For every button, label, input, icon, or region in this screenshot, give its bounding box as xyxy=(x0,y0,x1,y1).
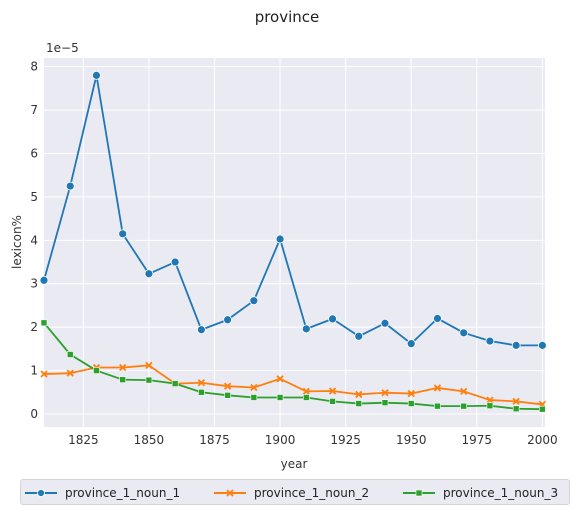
data-point xyxy=(407,389,415,398)
y-tick-label: 5 xyxy=(30,190,38,204)
y-tick-label: 4 xyxy=(30,233,38,247)
data-point xyxy=(275,234,285,244)
x-tick-label: 1975 xyxy=(462,433,493,447)
data-point xyxy=(329,398,336,405)
data-point xyxy=(65,181,75,191)
legend-label: province_1_noun_3 xyxy=(443,486,559,500)
data-point xyxy=(302,387,310,396)
plot-area xyxy=(44,58,545,427)
series-line xyxy=(43,364,543,406)
data-point xyxy=(354,331,364,341)
data-point xyxy=(460,387,468,396)
data-point xyxy=(511,340,521,350)
x-tick-label: 1950 xyxy=(396,433,427,447)
data-point xyxy=(485,336,495,346)
x-tick-label: 2000 xyxy=(527,433,558,447)
y-tick-label: 8 xyxy=(30,60,38,74)
data-point xyxy=(407,400,415,407)
data-point xyxy=(93,367,100,374)
chart-title: province xyxy=(255,8,320,26)
data-point xyxy=(249,296,259,306)
data-point xyxy=(119,363,127,372)
data-point xyxy=(171,380,179,387)
legend-swatch-x-icon xyxy=(214,489,246,497)
y-tick-label: 7 xyxy=(30,103,38,117)
x-tick-label: 1900 xyxy=(265,433,296,447)
y-tick-label: 0 xyxy=(30,407,38,421)
x-tick-label: 1825 xyxy=(68,433,99,447)
data-point xyxy=(66,351,74,358)
data-point xyxy=(355,400,363,407)
data-point xyxy=(380,318,390,328)
data-point xyxy=(250,383,258,392)
legend-label: province_1_noun_1 xyxy=(65,486,181,500)
x-tick-label: 1850 xyxy=(134,433,165,447)
data-point xyxy=(196,325,206,335)
data-point xyxy=(198,388,205,396)
data-point xyxy=(144,269,154,279)
legend-label: province_1_noun_2 xyxy=(254,486,370,500)
data-point xyxy=(223,315,233,325)
data-point xyxy=(486,396,494,404)
data-point xyxy=(406,339,416,349)
data-point xyxy=(276,375,284,383)
x-axis-ticks: 1825 1850 1875 1900 1925 1950 1975 2000 xyxy=(68,433,558,447)
data-point xyxy=(40,370,48,378)
data-point xyxy=(197,379,206,387)
data-point xyxy=(170,257,180,267)
series-layer xyxy=(39,70,547,413)
y-tick-label: 1 xyxy=(30,364,38,378)
series-line xyxy=(43,322,543,411)
series-1 xyxy=(39,70,547,350)
data-point xyxy=(66,369,74,377)
y-tick-label: 2 xyxy=(30,320,38,334)
y-axis-label: lexicon% xyxy=(10,215,24,269)
data-point xyxy=(381,399,389,406)
data-point xyxy=(459,328,469,338)
data-point xyxy=(250,394,258,401)
series-3 xyxy=(40,319,546,413)
data-point xyxy=(92,70,101,80)
x-axis-label: year xyxy=(281,457,308,471)
legend-swatch-square-icon xyxy=(403,489,435,497)
data-point xyxy=(118,229,128,239)
data-point xyxy=(223,382,232,390)
legend-item-series-2: province_1_noun_2 xyxy=(214,480,369,506)
data-point xyxy=(328,314,337,324)
data-point xyxy=(39,275,49,285)
y-axis-ticks: 0 1 2 3 4 5 6 7 8 xyxy=(30,60,38,421)
x-tick-label: 1925 xyxy=(330,433,361,447)
data-point xyxy=(328,387,337,395)
y-tick-label: 3 xyxy=(30,277,38,291)
data-point xyxy=(512,397,520,406)
legend-item-series-3: province_1_noun_3 xyxy=(403,480,558,506)
data-point xyxy=(276,394,284,401)
data-point xyxy=(145,376,153,384)
data-point xyxy=(434,402,441,410)
data-point xyxy=(486,402,494,410)
data-point xyxy=(512,405,520,413)
data-point xyxy=(145,361,153,369)
data-point xyxy=(355,390,363,399)
legend-item-series-1: province_1_noun_1 xyxy=(25,480,180,506)
data-point xyxy=(433,384,442,392)
legend: province_1_noun_1 province_1_noun_2 prov… xyxy=(20,479,570,505)
legend-swatch-circle-icon xyxy=(25,489,57,497)
data-point xyxy=(433,314,442,323)
data-point xyxy=(303,394,310,401)
data-point xyxy=(224,392,231,399)
data-point xyxy=(40,319,48,327)
y-tick-label: 6 xyxy=(30,147,38,161)
data-point xyxy=(539,405,546,413)
data-point xyxy=(119,376,126,383)
series-line xyxy=(43,74,543,347)
x-tick-label: 1875 xyxy=(199,433,230,447)
data-point xyxy=(301,324,311,334)
data-point xyxy=(460,402,467,410)
y-offset-label: 1e−5 xyxy=(46,41,79,55)
data-point xyxy=(381,389,389,397)
data-point xyxy=(537,340,547,350)
